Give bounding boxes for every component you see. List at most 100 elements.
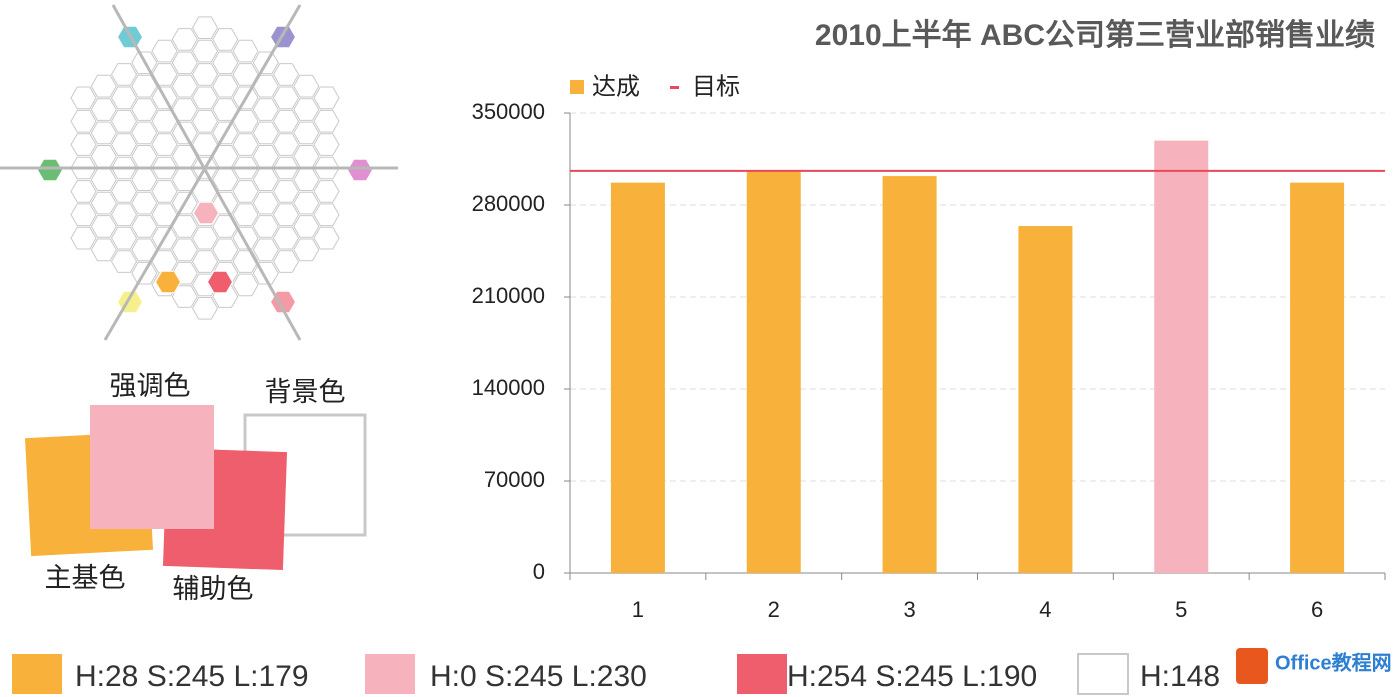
hex-cell (191, 250, 219, 273)
hex-cell (131, 191, 158, 215)
hex-cell (110, 180, 138, 203)
hex-cell (191, 86, 219, 110)
hex-cell (293, 168, 320, 191)
swatch-label: 背景色 (265, 377, 346, 407)
hex-cell (151, 180, 178, 203)
palette-swatch (12, 654, 62, 694)
hex-cell (252, 215, 279, 238)
x-tick-label: 4 (1039, 597, 1051, 622)
palette-swatch (737, 654, 787, 694)
hex-cell (293, 238, 320, 262)
hex-cell (272, 250, 300, 273)
hex-cell (191, 226, 219, 250)
hex-color (206, 270, 234, 294)
hex-cell (313, 180, 340, 203)
legend-swatch (670, 86, 679, 89)
hex-cell (212, 28, 239, 51)
hex-cell (252, 168, 279, 191)
hex-cell (70, 133, 97, 156)
hex-cell (252, 121, 279, 145)
hex-cell (272, 203, 300, 227)
x-tick-label: 3 (903, 597, 915, 622)
bar (746, 170, 801, 574)
hex-cell (212, 168, 239, 191)
hex-cell (70, 86, 97, 110)
x-tick-label: 1 (632, 597, 644, 622)
hex-cell (151, 133, 178, 156)
hex-cell (293, 74, 320, 98)
swatch-label: 主基色 (45, 563, 126, 593)
hex-cell (171, 28, 198, 51)
hex-color (36, 158, 64, 182)
hex-cell (313, 109, 340, 133)
hex-cell (232, 273, 259, 297)
hex-cell (272, 86, 300, 110)
y-tick-label: 210000 (472, 283, 545, 308)
bar (1018, 226, 1073, 573)
hex-cell (293, 145, 320, 168)
hex-cell (232, 250, 259, 273)
hex-cell (90, 168, 117, 191)
hex-cell (110, 86, 138, 110)
hex-color (154, 270, 182, 294)
legend-swatch (570, 80, 584, 94)
hex-cell (70, 226, 97, 250)
hex-cell (232, 133, 259, 156)
bar (610, 182, 665, 573)
palette-label: H:28 S:245 L:179 (75, 660, 309, 693)
hex-cell (70, 203, 97, 227)
y-tick-label: 70000 (484, 467, 545, 492)
hex-cell (212, 238, 239, 262)
y-tick-label: 350000 (472, 99, 545, 124)
hex-cell (212, 51, 239, 75)
hex-cell (212, 74, 239, 98)
x-tick-label: 2 (768, 597, 780, 622)
palette-label: H:0 S:245 L:230 (430, 660, 647, 693)
hex-cell (131, 98, 158, 121)
hex-cell (313, 203, 340, 227)
hex-cell (131, 215, 158, 238)
hex-cell (90, 215, 117, 238)
hex-cell (131, 145, 158, 168)
palette-swatch (1077, 653, 1129, 695)
hex-color (346, 158, 374, 182)
y-tick-label: 280000 (472, 191, 545, 216)
hex-cell (293, 98, 320, 121)
hex-cell (110, 63, 138, 86)
hex-cell (252, 191, 279, 215)
swatches (24, 405, 367, 571)
palette-swatch (365, 654, 415, 694)
chart: 0 70000 140000 210000 280000 350000 1 2 3 4 5 6 达成 目标 (472, 73, 1386, 622)
y-tick-label: 0 (533, 559, 545, 584)
hex-cell (191, 297, 219, 320)
hex-cell (90, 191, 117, 215)
hex-cell (171, 285, 198, 308)
hex-cell (90, 98, 117, 121)
hex-cell (171, 74, 198, 98)
hex-cell (151, 39, 178, 63)
swatch-label: 辅助色 (173, 574, 254, 604)
hex-cell (252, 145, 279, 168)
hex-cell (232, 180, 259, 203)
hex-cell (171, 51, 198, 75)
hex-cell (110, 133, 138, 156)
hex-cell (313, 86, 340, 110)
hex-cell (191, 63, 219, 86)
y-tick-label: 140000 (472, 375, 545, 400)
bar (1154, 140, 1209, 573)
hex-cell (272, 109, 300, 133)
bar (1290, 182, 1345, 573)
hex-cell (131, 168, 158, 191)
swatch-label: 强调色 (110, 371, 191, 401)
hex-color (192, 201, 220, 225)
hex-cell (272, 226, 300, 250)
hex-cell (272, 180, 300, 203)
hex-cell (110, 250, 138, 273)
hex-cell (70, 180, 97, 203)
hex-cell (232, 39, 259, 63)
hex-cell (272, 133, 300, 156)
hex-cell (191, 16, 219, 39)
watermark: Office教程网 (1275, 650, 1392, 674)
hex-cell (272, 63, 300, 86)
hex-cell (313, 133, 340, 156)
